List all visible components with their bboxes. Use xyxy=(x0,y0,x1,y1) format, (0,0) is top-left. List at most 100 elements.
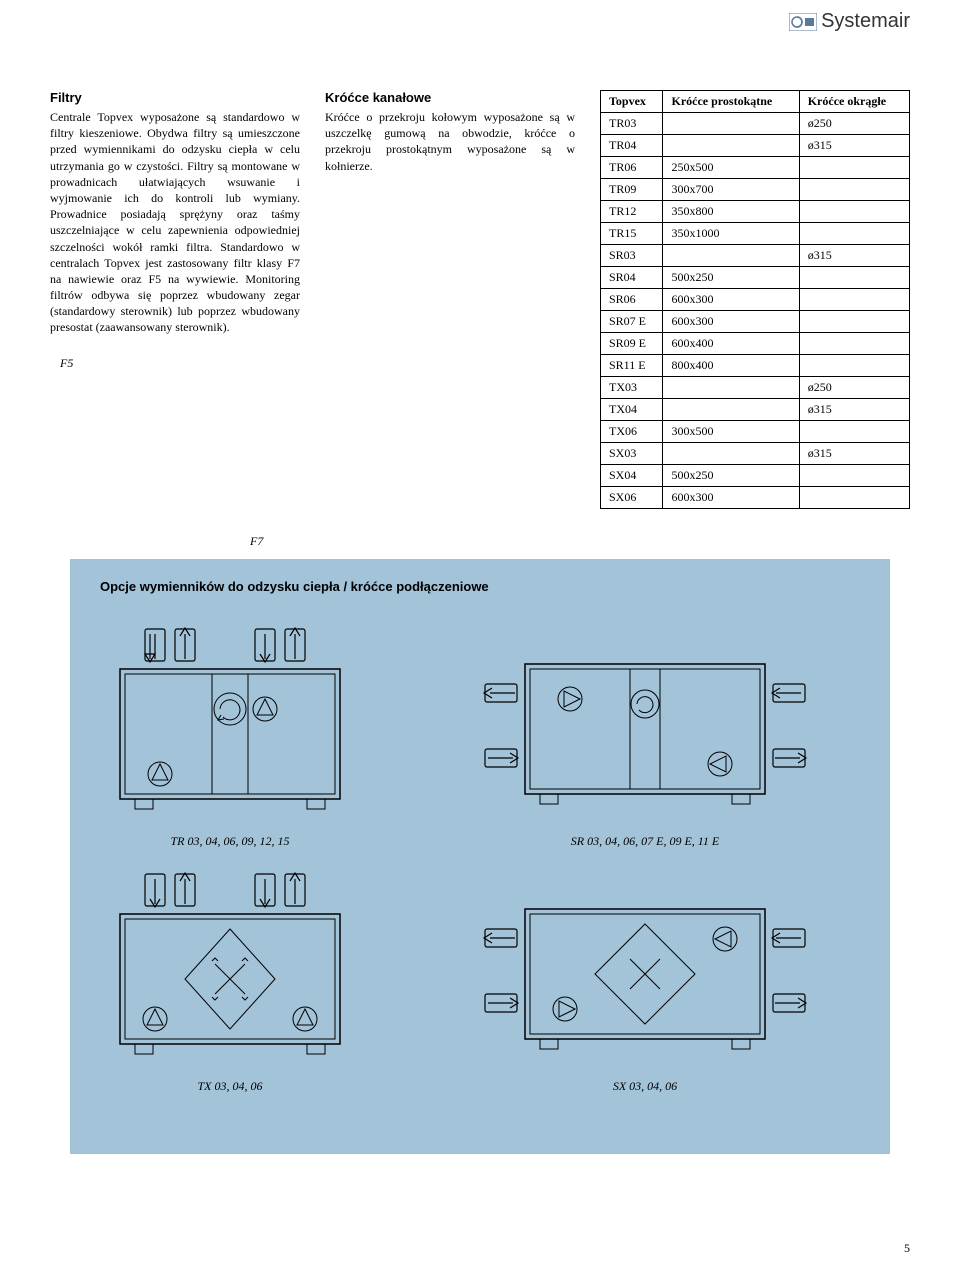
table-cell xyxy=(799,311,909,333)
table-row: TR04 ø315 xyxy=(601,135,910,157)
table-row: TX04ø315 xyxy=(601,399,910,421)
table-cell: TR06 xyxy=(601,157,663,179)
diagram-row-2: TX 03, 04, 06 xyxy=(100,869,860,1094)
table-cell: 500x250 xyxy=(663,465,799,487)
footnote-f7: F7 xyxy=(250,534,910,549)
diagram-sr: SR 03, 04, 06, 07 E, 09 E, 11 E xyxy=(480,644,810,849)
table-cell xyxy=(799,333,909,355)
table-cell: TR09 xyxy=(601,179,663,201)
table-row: SR04500x250 xyxy=(601,267,910,289)
table-cell: SR09 E xyxy=(601,333,663,355)
table-cell: TX06 xyxy=(601,421,663,443)
table-cell: TR12 xyxy=(601,201,663,223)
table-row: SR03ø315 xyxy=(601,245,910,267)
table-cell: ø250 xyxy=(799,113,909,135)
diagram-row-1: TR 03, 04, 06, 09, 12, 15 xyxy=(100,624,860,849)
column-table: TopvexKróćce prostokątneKróćce okrągłe T… xyxy=(600,90,910,509)
heading-krocce: Króćce kanałowe xyxy=(325,90,575,105)
brand-name: Systemair xyxy=(821,10,910,33)
table-cell: TR04 xyxy=(601,135,663,157)
table-cell: 600x400 xyxy=(663,333,799,355)
footnote-f5: F5 xyxy=(60,356,300,371)
table-cell: SX04 xyxy=(601,465,663,487)
table-cell: ø250 xyxy=(799,377,909,399)
logo-icon xyxy=(789,13,817,31)
table-cell xyxy=(799,267,909,289)
heading-filtry: Filtry xyxy=(50,90,300,105)
table-row: SR09 E600x400 xyxy=(601,333,910,355)
table-row: TR03 ø250 xyxy=(601,113,910,135)
table-header-row: TopvexKróćce prostokątneKróćce okrągłe xyxy=(601,91,910,113)
table-cell xyxy=(663,245,799,267)
table-cell: 350x800 xyxy=(663,201,799,223)
table-row: SX03 ø315 xyxy=(601,443,910,465)
spec-table: TopvexKróćce prostokątneKróćce okrągłe T… xyxy=(600,90,910,509)
text-columns: Filtry Centrale Topvex wyposażone są sta… xyxy=(50,90,910,509)
table-body: TR03ø250TR04ø315TR06250x500TR09300x700TR… xyxy=(601,113,910,509)
table-cell xyxy=(799,465,909,487)
table-cell xyxy=(799,421,909,443)
table-cell: TR15 xyxy=(601,223,663,245)
sr-unit-icon xyxy=(480,644,810,824)
caption-tr: TR 03, 04, 06, 09, 12, 15 xyxy=(170,834,289,849)
table-cell: 600x300 xyxy=(663,487,799,509)
table-cell: 300x700 xyxy=(663,179,799,201)
table-cell xyxy=(799,487,909,509)
body-krocce: Króćce o przekroju kołowym wyposażone są… xyxy=(325,109,575,174)
tx-unit-icon xyxy=(100,869,360,1069)
table-row: TR09300x700 xyxy=(601,179,910,201)
table-header: Króćce prostokątne xyxy=(663,91,799,113)
table-row: SR11 E800x400 xyxy=(601,355,910,377)
table-row: TX03 ø250 xyxy=(601,377,910,399)
column-krocce: Króćce kanałowe Króćce o przekroju kołow… xyxy=(325,90,575,509)
sx-unit-icon xyxy=(480,889,810,1069)
table-row: TR12350x800 xyxy=(601,201,910,223)
diagram-sx: SX 03, 04, 06 xyxy=(480,889,810,1094)
table-cell: 350x1000 xyxy=(663,223,799,245)
table-cell xyxy=(799,355,909,377)
table-cell: SR04 xyxy=(601,267,663,289)
table-cell: 300x500 xyxy=(663,421,799,443)
diagram-tr: TR 03, 04, 06, 09, 12, 15 xyxy=(100,624,360,849)
caption-tx: TX 03, 04, 06 xyxy=(197,1079,262,1094)
diagram-tx: TX 03, 04, 06 xyxy=(100,869,360,1094)
caption-sx: SX 03, 04, 06 xyxy=(613,1079,677,1094)
table-cell: TX03 xyxy=(601,377,663,399)
table-row: SR06600x300 xyxy=(601,289,910,311)
table-cell xyxy=(663,135,799,157)
caption-sr: SR 03, 04, 06, 07 E, 09 E, 11 E xyxy=(571,834,719,849)
table-header: Króćce okrągłe xyxy=(799,91,909,113)
table-row: SX06600x300 xyxy=(601,487,910,509)
table-cell xyxy=(799,289,909,311)
panel-heading: Opcje wymienników do odzysku ciepła / kr… xyxy=(100,579,860,594)
table-cell: ø315 xyxy=(799,245,909,267)
table-cell: SR07 E xyxy=(601,311,663,333)
table-cell xyxy=(799,157,909,179)
tr-unit-icon xyxy=(100,624,360,824)
table-cell: ø315 xyxy=(799,135,909,157)
table-cell xyxy=(663,113,799,135)
body-filtry: Centrale Topvex wyposażone są standardow… xyxy=(50,109,300,336)
column-filtry: Filtry Centrale Topvex wyposażone są sta… xyxy=(50,90,300,509)
table-cell xyxy=(799,201,909,223)
table-row: TX06300x500 xyxy=(601,421,910,443)
brand-logo: Systemair xyxy=(789,10,910,33)
table-cell xyxy=(799,179,909,201)
table-row: SR07 E600x300 xyxy=(601,311,910,333)
table-row: TR15350x1000 xyxy=(601,223,910,245)
table-cell xyxy=(663,443,799,465)
table-cell: TX04 xyxy=(601,399,663,421)
table-cell: 250x500 xyxy=(663,157,799,179)
table-cell: SX03 xyxy=(601,443,663,465)
table-cell: TR03 xyxy=(601,113,663,135)
table-cell xyxy=(663,377,799,399)
table-row: TR06250x500 xyxy=(601,157,910,179)
table-cell: 600x300 xyxy=(663,289,799,311)
table-cell: ø315 xyxy=(799,443,909,465)
table-cell: 600x300 xyxy=(663,311,799,333)
options-panel: Opcje wymienników do odzysku ciepła / kr… xyxy=(70,559,890,1154)
page-number: 5 xyxy=(904,1241,910,1256)
table-cell xyxy=(663,399,799,421)
table-cell: 500x250 xyxy=(663,267,799,289)
table-cell: SX06 xyxy=(601,487,663,509)
